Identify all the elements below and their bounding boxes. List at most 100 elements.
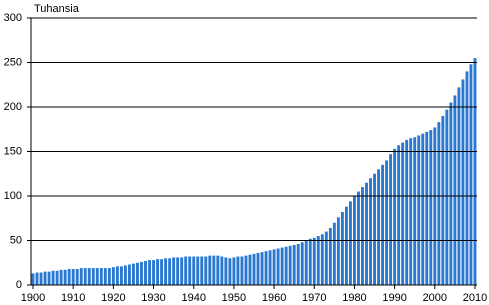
- bar: [123, 265, 127, 285]
- bar: [75, 268, 79, 285]
- bar: [39, 272, 43, 285]
- bar: [381, 164, 385, 285]
- bar: [288, 245, 292, 285]
- bar: [204, 256, 208, 285]
- bar: [393, 148, 397, 285]
- bar: [136, 262, 139, 285]
- bar: [172, 257, 176, 285]
- bar: [276, 248, 280, 285]
- bar: [373, 173, 376, 285]
- bar: [385, 160, 389, 285]
- bar: [188, 256, 192, 285]
- x-tick-label: 1940: [181, 292, 205, 304]
- bar: [304, 240, 308, 285]
- y-tick-label: 300: [4, 12, 22, 24]
- bar: [264, 251, 268, 285]
- bar: [220, 256, 224, 285]
- bar: [51, 270, 55, 285]
- bar: [164, 258, 168, 285]
- bar: [449, 102, 453, 285]
- bar: [95, 268, 99, 285]
- bar: [180, 257, 184, 285]
- bar: [99, 268, 103, 285]
- bar: [469, 64, 473, 285]
- bar: [148, 260, 151, 285]
- bar: [127, 264, 131, 285]
- bar: [132, 263, 135, 285]
- bar: [272, 249, 276, 285]
- bar: [365, 182, 368, 285]
- bar: [256, 252, 260, 285]
- bar: [43, 271, 47, 285]
- y-axis-label: Tuhansia: [34, 3, 80, 15]
- bar: [344, 206, 348, 285]
- bar: [196, 256, 200, 285]
- bar: [71, 268, 75, 285]
- bar: [244, 255, 248, 285]
- x-tick-label: 1950: [222, 292, 246, 304]
- y-tick-label: 200: [4, 101, 22, 113]
- bar: [232, 257, 236, 285]
- bar: [47, 271, 51, 285]
- bar: [240, 256, 244, 285]
- bar: [361, 187, 364, 285]
- bar: [152, 260, 155, 285]
- bar: [268, 250, 272, 285]
- bar: [308, 238, 312, 285]
- bar: [87, 268, 91, 285]
- bar: [160, 259, 164, 285]
- x-tick-label: 2000: [423, 292, 447, 304]
- x-tick-label: 1980: [342, 292, 366, 304]
- y-tick-label: 250: [4, 56, 22, 68]
- bar: [465, 71, 469, 286]
- bar: [340, 212, 344, 285]
- bar: [397, 145, 401, 285]
- bar: [248, 254, 252, 285]
- bar: [433, 127, 437, 285]
- bar: [417, 135, 421, 285]
- x-tick-label: 1970: [302, 292, 326, 304]
- bar: [405, 139, 409, 285]
- bar: [79, 268, 83, 285]
- bar: [216, 255, 220, 285]
- bar: [200, 256, 204, 285]
- bar: [421, 133, 425, 285]
- bar: [453, 95, 457, 286]
- bar: [316, 236, 320, 285]
- x-tick-label: 1930: [141, 292, 165, 304]
- bar: [140, 261, 143, 285]
- bar: [409, 138, 413, 285]
- bar: [67, 268, 71, 285]
- bar: [63, 269, 67, 285]
- bar: [280, 247, 284, 285]
- x-tick-label: 1960: [262, 292, 286, 304]
- bar: [176, 257, 180, 285]
- bar: [461, 79, 465, 285]
- bar: [184, 256, 188, 285]
- bar: [441, 115, 445, 286]
- bar: [445, 109, 449, 285]
- bar: [369, 178, 372, 285]
- bar: [224, 257, 228, 285]
- bar: [312, 237, 316, 285]
- y-tick-label: 150: [4, 145, 22, 157]
- bar: [328, 228, 332, 285]
- bar: [260, 252, 264, 285]
- bar: [107, 268, 111, 285]
- bar: [425, 131, 429, 285]
- bar: [91, 268, 95, 285]
- bar: [429, 130, 433, 285]
- x-tick-label: 1990: [382, 292, 406, 304]
- bar: [192, 256, 196, 285]
- bar: [212, 255, 216, 285]
- bar: [377, 169, 381, 285]
- bar: [336, 217, 340, 285]
- bar: [236, 256, 240, 285]
- bar: [55, 270, 59, 285]
- bar: [144, 260, 147, 285]
- bar: [156, 259, 160, 285]
- bar: [168, 258, 172, 285]
- bar: [103, 268, 107, 285]
- bar: [252, 253, 256, 285]
- y-tick-label: 100: [4, 190, 22, 202]
